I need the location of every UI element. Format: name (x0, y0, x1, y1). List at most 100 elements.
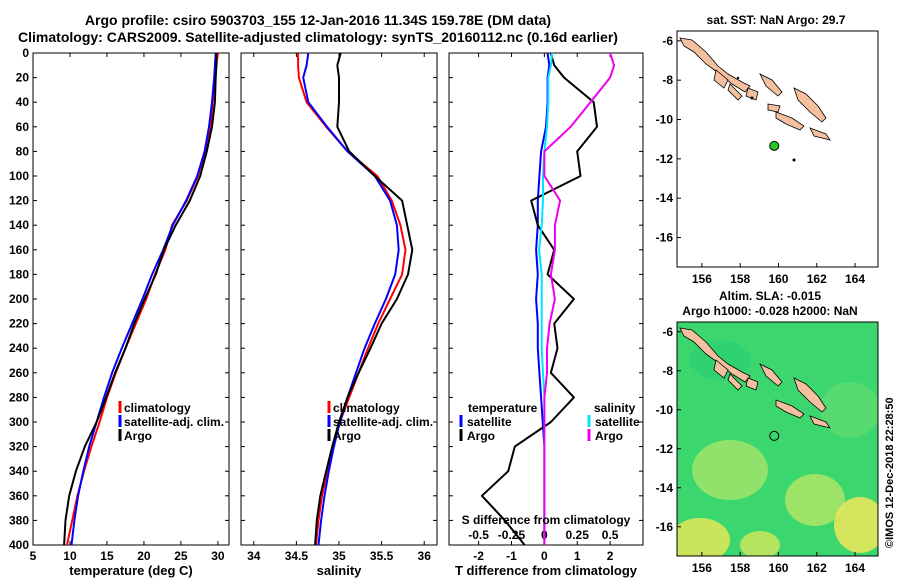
difference-panel: -2 -1 0 1 2-0.5 -0.25 0 0.25 0.5 T difference fr… (448, 52, 644, 578)
lat-tick-label: -14 (656, 481, 674, 495)
x-tick-label: 34.5 (285, 549, 309, 563)
difference-y-ticks (449, 52, 643, 546)
sla-map-axes: 156 158 160 162 164 -6 -8 -10 -12 -14 -16 (656, 325, 866, 575)
lat-tick-label: -16 (656, 231, 674, 245)
depth-tick-label: 100 (9, 169, 29, 183)
salinity-panel: 34 34.5 35 35.5 36 salinity climatology sate… (240, 52, 438, 578)
lon-tick-label: 164 (845, 561, 865, 575)
x-tick-label: -1 (506, 549, 517, 563)
depth-tick-label: 280 (9, 390, 29, 404)
float-marker-ring (769, 430, 780, 441)
legend-title-salinity: salinity (594, 401, 636, 415)
legend-label-satellite: satellite-adj. clim. (124, 415, 224, 429)
lon-tick-label: 158 (730, 561, 750, 575)
lat-tick-label: -6 (662, 34, 673, 48)
figure-title-line1: Argo profile: csiro 5903703_155 12-Jan-2… (85, 12, 551, 28)
series-line-satellite-adj-clim- (302, 53, 400, 545)
depth-tick-label: 140 (9, 218, 29, 232)
depth-tick-label: 120 (9, 194, 29, 208)
legend-label-t-argo: Argo (467, 429, 495, 443)
depth-tick-label: 240 (9, 341, 29, 355)
temperature-x-label: temperature (deg C) (69, 563, 193, 578)
salinity-axes-frame (240, 52, 438, 546)
depth-tick-label: 400 (9, 538, 29, 552)
lon-tick-label: 160 (768, 272, 788, 286)
salinity-series (297, 53, 414, 545)
series-line-satellite-adj-clim- (70, 53, 217, 545)
series-line-s-argo (543, 53, 616, 545)
lat-tick-label: -10 (656, 113, 674, 127)
salinity-legend: climatology satellite-adj. clim. Argo (327, 401, 433, 443)
x-tick-label: 35 (332, 549, 346, 563)
lat-tick-label: -12 (656, 442, 674, 456)
lon-tick-label: 158 (730, 272, 750, 286)
depth-tick-label: 180 (9, 267, 29, 281)
depth-tick-label: 360 (9, 489, 29, 503)
salinity-x-axis: 34 34.5 35 35.5 36 (247, 53, 431, 563)
lat-tick-label: -8 (662, 73, 673, 87)
lon-tick-label: 162 (807, 561, 827, 575)
depth-tick-label: 200 (9, 292, 29, 306)
legend-label-s-argo: Argo (595, 429, 623, 443)
temperature-legend: climatology satellite-adj. clim. Argo (118, 401, 224, 443)
x2-tick-label: 0.5 (602, 528, 619, 542)
imos-credit: ©IMOS 12-Dec-2018 22:28:50 (884, 397, 896, 548)
legend-label-t-satellite: satellite (467, 415, 512, 429)
depth-tick-label: 60 (16, 120, 30, 134)
sla-map: Altim. SLA: -0.015 Argo h1000: -0.028 h2… (656, 289, 879, 575)
salinity-y-ticks (241, 52, 437, 546)
lon-tick-label: 164 (845, 272, 865, 286)
depth-tick-label: 0 (22, 46, 29, 60)
lon-tick-label: 162 (807, 272, 827, 286)
lat-tick-label: -6 (662, 325, 673, 339)
temperature-series (63, 53, 219, 545)
lon-tick-label: 156 (692, 272, 712, 286)
sst-map-title: sat. SST: NaN Argo: 29.7 (707, 13, 846, 27)
x2-tick-label: -0.5 (468, 528, 489, 542)
legend-label-climatology: climatology (333, 401, 400, 415)
x-tick-label: 25 (174, 549, 188, 563)
depth-tick-label: 320 (9, 440, 29, 454)
depth-tick-label: 40 (16, 95, 30, 109)
x-tick-label: 0 (541, 549, 548, 563)
sla-map-field (677, 322, 878, 556)
sla-map-title-line2: Argo h1000: -0.028 h2000: NaN (682, 304, 857, 318)
depth-tick-label: 220 (9, 317, 29, 331)
legend-title-temperature: temperature (468, 401, 538, 415)
legend-label-argo: Argo (333, 429, 361, 443)
x-tick-label: 35.5 (370, 549, 394, 563)
lon-tick-label: 160 (768, 561, 788, 575)
depth-tick-label: 340 (9, 464, 29, 478)
sst-map-islands (679, 37, 831, 162)
x-tick-label: 34 (247, 549, 261, 563)
sla-map-title-line1: Altim. SLA: -0.015 (719, 289, 821, 303)
float-marker-dot (769, 140, 780, 151)
depth-tick-label: 380 (9, 513, 29, 527)
float-position-marker (769, 430, 780, 441)
x-tick-label: 30 (211, 549, 225, 563)
temperature-panel: 0 20 40 60 80 100 120 140 160 180 200 220 240 260 280 3… (9, 46, 230, 578)
legend-label-climatology: climatology (124, 401, 191, 415)
sst-map-axes: 156 158 160 162 164 -6 -8 -10 -12 -14 -16 (656, 34, 866, 286)
difference-series (480, 53, 616, 545)
series-line-argo (314, 53, 414, 545)
temperature-x-axis: 5 10 15 20 25 30 (30, 53, 225, 563)
depth-tick-label: 20 (16, 71, 30, 85)
x-tick-label: 2 (607, 549, 614, 563)
lat-tick-label: -10 (656, 403, 674, 417)
depth-axis: 0 20 40 60 80 100 120 140 160 180 200 220 240 260 280 3… (9, 46, 229, 552)
depth-tick-label: 300 (9, 415, 29, 429)
difference-legend: temperature satellite Argo salinity sate… (459, 401, 640, 443)
difference-x2-label: S difference from climatology (462, 513, 631, 527)
figure-title-line2: Climatology: CARS2009. Satellite-adjuste… (18, 29, 618, 45)
difference-x-label: T difference from climatology (455, 563, 638, 578)
x-tick-label: 20 (137, 549, 151, 563)
x-tick-label: 36 (418, 549, 432, 563)
sst-map: sat. SST: NaN Argo: 29.7 156 158 160 162 164… (656, 13, 879, 286)
lat-tick-label: -8 (662, 364, 673, 378)
legend-label-satellite: satellite-adj. clim. (333, 415, 433, 429)
difference-x-axis: -2 -1 0 1 2-0.5 -0.25 0 0.25 0.5 (468, 53, 619, 563)
temperature-axes-frame (32, 52, 230, 546)
